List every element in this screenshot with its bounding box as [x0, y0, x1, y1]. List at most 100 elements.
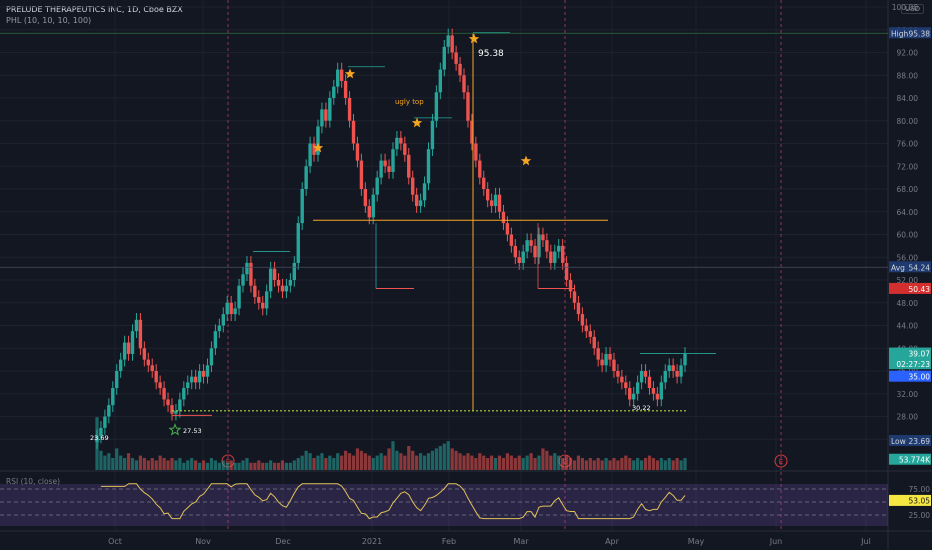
volume-bar — [237, 462, 241, 470]
candle-body — [675, 371, 679, 377]
candle-body — [470, 120, 474, 144]
y-tick-label: 52.00 — [897, 276, 919, 285]
candle-body — [450, 35, 454, 53]
candle-body — [146, 359, 151, 366]
candle-body — [533, 245, 537, 258]
volume-bar — [482, 455, 486, 470]
volume-bar — [399, 453, 403, 470]
volume-bar — [316, 455, 320, 470]
indicator-label[interactable]: PHL (10, 10, 10, 100) — [6, 16, 92, 25]
price-tag-label: High — [891, 29, 908, 38]
volume-bar — [111, 458, 115, 470]
volume-bar — [525, 455, 529, 470]
volume-bar — [608, 460, 612, 470]
candle-body — [576, 302, 581, 315]
volume-bar — [284, 462, 289, 470]
volume-bar — [655, 460, 659, 470]
candle-body — [411, 177, 415, 195]
volume-bar — [513, 458, 517, 470]
volume-bar — [418, 453, 423, 470]
volume-bar — [462, 455, 466, 470]
volume-bar — [320, 453, 324, 470]
price-tag-value: 54.24 — [909, 263, 931, 272]
candle-body — [332, 86, 336, 98]
rsi-tag-box — [889, 494, 931, 506]
x-tick-label: Mar — [513, 537, 529, 546]
candle-body — [422, 183, 427, 201]
candle-body — [478, 160, 482, 178]
volume-bar — [241, 460, 245, 470]
candle-body — [679, 365, 683, 377]
candle-body — [612, 359, 616, 371]
volume-bar — [383, 455, 387, 470]
candle-body — [545, 240, 549, 252]
candle-body — [221, 314, 225, 326]
candle-body — [659, 382, 664, 400]
candle-body — [505, 223, 510, 235]
candle-body — [174, 410, 178, 414]
candle-body — [489, 200, 494, 207]
candle-body — [624, 382, 628, 389]
volume-bar — [667, 458, 671, 470]
candle-body — [237, 285, 241, 309]
y-tick-label: 56.00 — [897, 253, 919, 262]
candle-body — [213, 331, 218, 349]
candle-body — [379, 160, 383, 178]
y-tick-label: 60.00 — [897, 231, 919, 240]
ugly-top-note: ugly top — [395, 98, 424, 106]
candle-body — [663, 371, 667, 383]
candle-body — [568, 280, 573, 292]
volume-bar — [671, 460, 675, 470]
candle-body — [671, 365, 675, 371]
candle-body — [557, 245, 561, 252]
price-tag-value: 53.774K — [899, 456, 931, 465]
volume-bar — [509, 455, 513, 470]
candle-body — [485, 189, 490, 201]
candle-body — [407, 154, 411, 178]
candle-body — [142, 348, 147, 360]
volume-bar — [99, 450, 103, 470]
candle-body — [316, 126, 320, 155]
volume-bar — [387, 448, 391, 470]
volume-bar — [580, 458, 584, 470]
x-tick-label: Jun — [769, 537, 783, 546]
candle-body — [347, 98, 352, 121]
volume-bar — [351, 455, 356, 470]
volume-bar — [596, 458, 600, 470]
volume-bar — [205, 462, 210, 470]
price-tag-value: 39.07 — [909, 350, 931, 359]
candle-body — [359, 160, 364, 189]
volume-bar — [253, 462, 257, 470]
currency-badge[interactable]: USD — [901, 4, 924, 14]
volume-bar — [269, 460, 273, 470]
candle-body — [249, 262, 253, 286]
candle-body — [272, 268, 277, 280]
volume-bar — [557, 455, 561, 470]
y-tick-label: 68.00 — [897, 185, 919, 194]
volume-bar — [561, 458, 565, 470]
x-tick-label: Oct — [108, 537, 122, 546]
rsi-tag-box — [889, 509, 931, 521]
price-tag-box — [889, 282, 931, 294]
volume-bar — [138, 455, 143, 470]
volume-bar — [643, 458, 648, 470]
volume-bar — [312, 458, 316, 470]
volume-bar — [426, 453, 431, 470]
volume-bar — [324, 458, 328, 470]
price-tag-value: 95.38 — [909, 29, 931, 38]
symbol-title[interactable]: PRELUDE THERAPEUTICS INC, 1D, Cboe BZX — [6, 5, 183, 14]
y-tick-label: 72.00 — [897, 162, 919, 171]
volume-bar — [150, 458, 154, 470]
candle-body — [466, 92, 470, 121]
volume-bar — [344, 450, 348, 470]
price-tag-box — [889, 435, 931, 447]
volume-bar — [683, 458, 687, 470]
star-icon — [344, 68, 356, 79]
candle-body — [493, 194, 498, 207]
volume-bar — [636, 458, 640, 470]
candle-body — [482, 177, 486, 189]
volume-bar — [407, 446, 411, 470]
rsi-legend: RSI (10, close) — [6, 477, 60, 486]
candle-body — [497, 194, 502, 212]
